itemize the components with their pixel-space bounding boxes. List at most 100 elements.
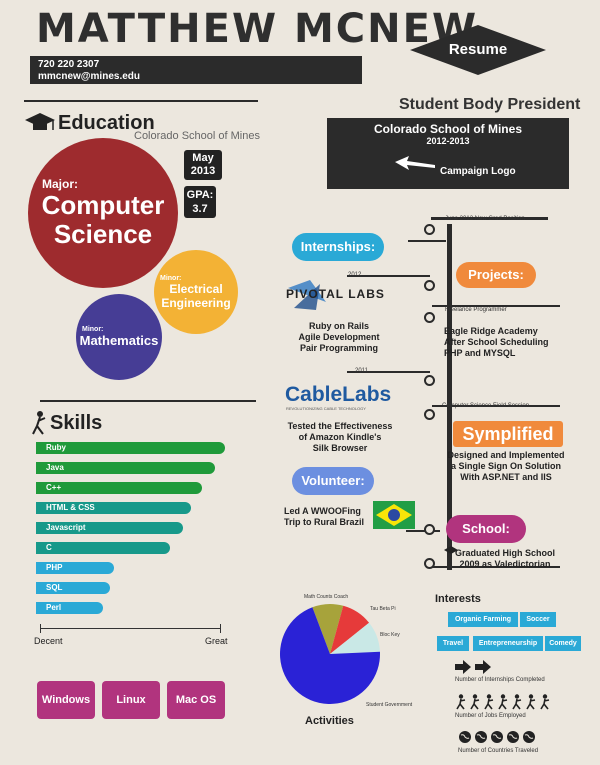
symplified-desc-2: a Single Sign On Solution (451, 461, 561, 471)
activities-title: Activities (305, 715, 354, 727)
timeline-dot-2 (424, 280, 435, 291)
year-2012-label: 2012 (348, 272, 362, 278)
skills-title: Skills (50, 412, 103, 434)
graduation-month: May (192, 152, 214, 164)
minor2-label: Minor: (82, 326, 104, 333)
eagle-desc-2: After School Scheduling (444, 337, 549, 347)
minor-mathematics-circle: Minor: Mathematics (76, 294, 162, 380)
arrows-icon (455, 660, 491, 674)
phone-number: 720 220 2307 (38, 59, 100, 70)
cablelabs-desc-3: Silk Browser (312, 443, 368, 453)
school-description: Graduated High School 2009 as Valedictor… (440, 548, 570, 570)
jobs-metric: Number of Jobs Employed (455, 713, 526, 719)
timeline-dot-3 (424, 312, 435, 323)
timeline-dot-4 (424, 375, 435, 386)
pie-slice (330, 622, 380, 654)
cablelabs-tagline: REVOLUTIONIZING CABLE TECHNOLOGY (286, 406, 366, 411)
president-years: 2012-2013 (426, 136, 470, 146)
person-icon (498, 694, 508, 710)
resume-owner-name: MATTHEW MCNEW. (36, 6, 493, 52)
graduation-cap-icon (25, 113, 55, 130)
pie-slice-label: Student Government (366, 702, 413, 708)
os-windows: Windows (37, 681, 95, 719)
skill-bar: C++ (36, 482, 202, 494)
internships-metric: Number of Internships Completed (455, 677, 545, 683)
skill-bar: C (36, 542, 171, 554)
year-2011-label: 2011 (355, 368, 368, 374)
timeline-branch-2011 (347, 371, 430, 373)
symplified-desc-3: With ASP.NET and IIS (460, 472, 552, 482)
cablelabs-logo: CableLabs (285, 383, 392, 406)
skill-scale-low: Decent (34, 636, 63, 646)
timeline-spine (447, 224, 452, 570)
person-icon (470, 694, 480, 710)
symplified-logo: Symplified (453, 421, 563, 447)
pivotal-desc-2: Agile Development (298, 332, 380, 342)
pie-slice-label: Math Counts Coach (304, 594, 348, 600)
skill-scale-high: Great (205, 636, 228, 646)
cablelabs-desc-1: Tested the Effectiveness (287, 421, 393, 431)
timeline-branch-freelance (432, 305, 560, 307)
skill-bar: Ruby (36, 442, 225, 454)
skill-scale-tick-end (220, 624, 221, 633)
president-title: Student Body President (399, 96, 581, 113)
timeline-dot-7 (424, 558, 435, 569)
minor1-line-1: Electrical (169, 281, 223, 296)
education-divider (24, 100, 258, 102)
projects-pill: Projects: (456, 262, 536, 288)
president-box: Colorado School of Mines 2012-2013 Campa… (327, 118, 569, 189)
gpa-badge: GPA: 3.7 (184, 186, 216, 218)
graduation-cap-small-icon (444, 546, 458, 554)
interest-entrepreneurship: Entrepreneurship (473, 636, 543, 651)
volunteer-description: Led A WWOOFing Trip to Rural Brazil (284, 506, 370, 528)
minor-electrical-circle: Minor: Electrical Engineering (154, 250, 238, 334)
skill-bar: SQL (36, 582, 110, 594)
people-icons-row (456, 694, 550, 710)
skill-bars: Ruby Java C++ HTML & CSS Javascript C PHP SQL Pe… (36, 442, 226, 622)
major-circle: Major: Computer Science (28, 138, 178, 288)
globe-icon (491, 731, 503, 743)
os-mac: Mac OS (167, 681, 225, 719)
skill-bar: Javascript (36, 522, 183, 534)
volunteer-desc-2: Trip to Rural Brazil (284, 517, 365, 527)
skill-bar: Java (36, 462, 215, 474)
os-linux: Linux (102, 681, 160, 719)
eagle-desc-3: PHP and MYSQL (444, 348, 516, 358)
education-school: Colorado School of Mines (134, 130, 260, 142)
pivotal-labs-logo: PIVOTAL LABS (286, 287, 385, 301)
symplified-desc-1: Designed and Implemented (447, 450, 565, 460)
email-address: mmcnew@mines.edu (38, 71, 141, 82)
climber-icon (32, 411, 46, 435)
timeline-branch-internship (408, 240, 446, 242)
person-icon (540, 694, 550, 710)
pie-slice (330, 605, 370, 654)
brazil-flag-icon (373, 501, 415, 529)
interest-organic-farming: Organic Farming (448, 612, 518, 627)
pie-slice-label: Tau Beta Pi (370, 606, 396, 612)
pie-slice-label: Bloc Key (380, 632, 400, 638)
timeline-dot-5 (424, 409, 435, 420)
skill-scale-line (40, 628, 220, 629)
graduation-year: 2013 (190, 165, 216, 177)
arrow-left-icon (395, 156, 435, 170)
interest-travel: Travel (437, 636, 469, 651)
pivotal-description: Ruby on Rails Agile Development Pair Pro… (284, 321, 394, 354)
timeline-branch-volunteer (406, 530, 440, 532)
pie-slice (312, 604, 344, 654)
skill-bar: PHP (36, 562, 114, 574)
skill-bar: HTML & CSS (36, 502, 192, 514)
major-label: Major: (42, 177, 78, 191)
globe-icon (507, 731, 519, 743)
field-session-label: Computer Science Field Session (442, 403, 530, 409)
timeline-branch-june (431, 217, 548, 220)
activities-pie-chart: Math Counts Coach Tau Beta Pi Bloc Key Stud… (280, 594, 413, 708)
skill-scale-tick-start (40, 624, 41, 633)
interests-title: Interests (435, 593, 481, 605)
major-line-2: Science (53, 219, 153, 249)
pie-slice (280, 607, 380, 704)
eagle-desc-1: Eagle Ridge Academy (444, 326, 538, 336)
campaign-logo-label: Campaign Logo (440, 166, 516, 177)
person-icon (456, 694, 466, 710)
freelance-label: Freelance Programmer (445, 307, 507, 313)
pivotal-logo-icon (288, 280, 326, 310)
